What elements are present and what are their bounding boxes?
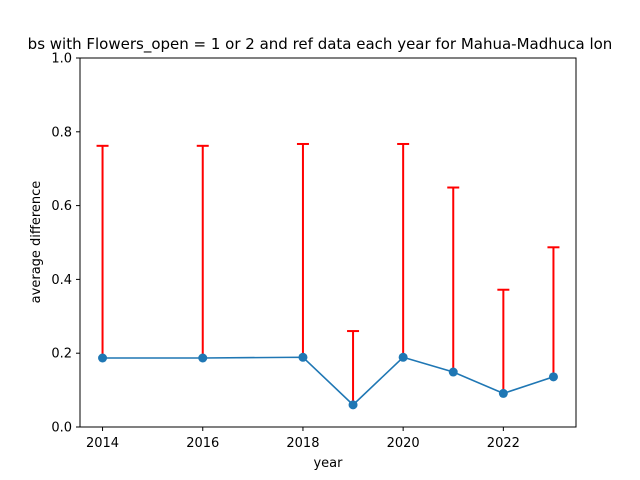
x-tick-label: 2022: [487, 436, 520, 451]
x-tick-label: 2020: [387, 436, 420, 451]
data-point: [348, 400, 358, 410]
data-point: [298, 352, 308, 362]
data-point: [448, 367, 458, 377]
y-tick-label: 0.6: [51, 199, 72, 214]
x-tick-label: 2014: [86, 436, 119, 451]
data-point: [548, 372, 558, 382]
data-point: [498, 388, 508, 398]
series-line: [102, 356, 554, 406]
axes-frame: [79, 57, 577, 428]
chart-title: bs with Flowers_open = 1 or 2 and ref da…: [28, 35, 613, 54]
y-tick-label: 1.0: [51, 52, 72, 67]
x-axis-label: year: [313, 456, 343, 471]
y-tick-label: 0.0: [51, 421, 72, 436]
y-tick-label: 0.8: [51, 125, 72, 140]
x-tick-label: 2018: [286, 436, 319, 451]
x-tick-label: 2016: [186, 436, 219, 451]
data-point: [398, 352, 408, 362]
data-point: [198, 353, 208, 363]
y-axis-label: average difference: [29, 181, 44, 304]
plot-area: 2014 2016 2018 2020 2022 0.0 0.2 0.4 0.6 0.8 1.0: [51, 52, 577, 451]
y-tick-label: 0.4: [51, 273, 72, 288]
y-tick-label: 0.2: [51, 347, 72, 362]
data-point: [98, 353, 108, 363]
